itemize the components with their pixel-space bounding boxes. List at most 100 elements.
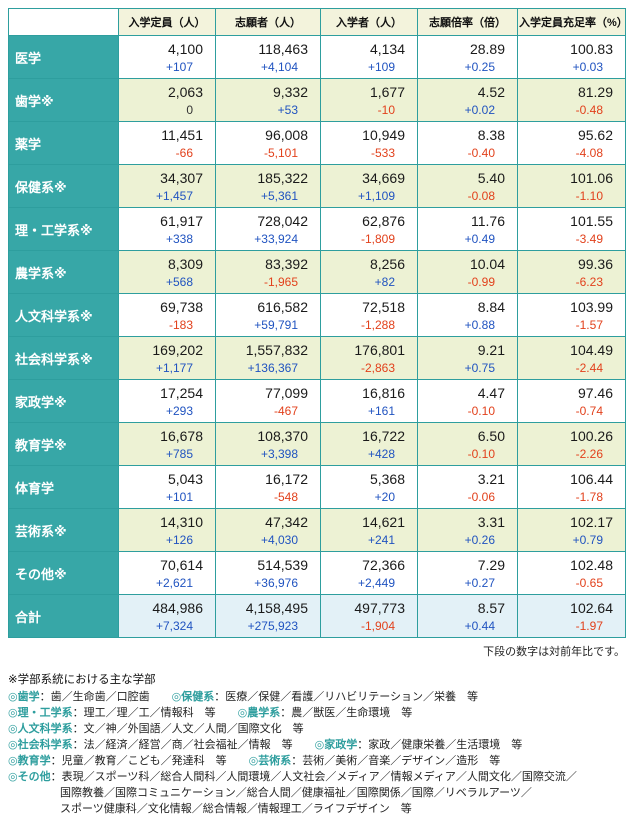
value-main: 14,310 <box>160 514 203 530</box>
footnote-category: ◎保健系 <box>171 691 215 703</box>
value-main: 96,008 <box>265 127 308 143</box>
value-main: 72,366 <box>362 557 405 573</box>
table-row: 人文科学系※ 69,738 -183 616,582 +59,791 72,518 -1,2… <box>8 293 626 337</box>
value-cell: 102.48 -0.65 <box>517 551 626 595</box>
change-value: -0.08 <box>467 189 495 203</box>
value-cell: 4,158,495 +275,923 <box>215 594 321 638</box>
value-main: 5.40 <box>477 170 505 186</box>
value-main: 17,254 <box>160 385 203 401</box>
value-main: 8,256 <box>369 256 405 272</box>
row-label: 理・工学系※ <box>8 207 119 251</box>
value-main: 4.52 <box>477 84 505 100</box>
value-cell: 1,677 -10 <box>320 78 418 122</box>
footnote-category: ◎教育学 <box>8 755 51 767</box>
table-row: 教育学※ 16,678 +785 108,370 +3,398 16,722 +428 6.5… <box>8 422 626 466</box>
footnote-category: ◎社会科学系 <box>8 739 73 751</box>
change-value: -10 <box>377 103 395 117</box>
table-row: 合計 484,986 +7,324 4,158,495 +275,923 497,773 -… <box>8 594 626 638</box>
value-cell: 5,368 +20 <box>320 465 418 509</box>
change-value: +59,791 <box>254 318 298 332</box>
value-cell: 34,307 +1,457 <box>118 164 216 208</box>
footnote-category: ◎芸術系 <box>248 755 292 767</box>
value-cell: 62,876 -1,809 <box>320 207 418 251</box>
value-cell: 99.36 -6.23 <box>517 250 626 294</box>
change-value: -6.23 <box>575 275 603 289</box>
value-cell: 3.31 +0.26 <box>417 508 518 552</box>
value-cell: 4,100 +107 <box>118 35 216 79</box>
change-value: +0.79 <box>572 533 603 547</box>
value-cell: 106.44 -1.78 <box>517 465 626 509</box>
value-cell: 11,451 -66 <box>118 121 216 165</box>
change-value: +126 <box>165 533 193 547</box>
value-cell: 5,043 +101 <box>118 465 216 509</box>
table-row: 薬学 11,451 -66 96,008 -5,101 10,949 -533 8.38 -0.… <box>8 121 626 165</box>
change-value: +82 <box>374 275 395 289</box>
value-cell: 8.57 +0.44 <box>417 594 518 638</box>
change-value: -1,904 <box>360 619 395 633</box>
value-cell: 118,463 +4,104 <box>215 35 321 79</box>
footnote-category: ◎その他 <box>8 771 51 783</box>
row-label: 歯学※ <box>8 78 119 122</box>
change-value: +5,361 <box>260 189 298 203</box>
table-header: 入学定員（人） 志願者（人） 入学者（人） 志願倍率（倍） 入学定員充足率（%） <box>8 8 628 36</box>
value-cell: 103.99 -1.57 <box>517 293 626 337</box>
value-cell: 6.50 -0.10 <box>417 422 518 466</box>
row-label: その他※ <box>8 551 119 595</box>
footnote-line: ◎理・工学系：理工／理／工／情報科 等 ◎農学系：農／獣医／生命環境 等 <box>8 705 625 721</box>
value-main: 2,063 <box>167 84 203 100</box>
value-main: 102.48 <box>570 557 613 573</box>
row-label: 人文科学系※ <box>8 293 119 337</box>
value-cell: 96,008 -5,101 <box>215 121 321 165</box>
value-main: 3.21 <box>477 471 505 487</box>
footnote-line: ◎歯学：歯／生命歯／口腔歯 ◎保健系：医療／保健／看護／リハビリテーション／栄養… <box>8 689 625 705</box>
change-value: -0.40 <box>467 146 495 160</box>
change-value: +136,367 <box>247 361 298 375</box>
change-value: -1.97 <box>575 619 603 633</box>
value-cell: 8.84 +0.88 <box>417 293 518 337</box>
change-value: +53 <box>277 103 298 117</box>
value-cell: 108,370 +3,398 <box>215 422 321 466</box>
row-label: 社会科学系※ <box>8 336 119 380</box>
note-below-table: 下段の数字は対前年比です。 <box>483 646 625 658</box>
change-value: +7,324 <box>155 619 193 633</box>
value-main: 5,043 <box>167 471 203 487</box>
row-label: 農学系※ <box>8 250 119 294</box>
change-value: -66 <box>175 146 193 160</box>
value-main: 185,322 <box>257 170 308 186</box>
value-main: 104.49 <box>570 342 613 358</box>
value-main: 4,158,495 <box>245 600 308 616</box>
value-cell: 100.26 -2.26 <box>517 422 626 466</box>
change-value: -2.26 <box>575 447 603 461</box>
value-main: 4.47 <box>477 385 505 401</box>
row-label: 教育学※ <box>8 422 119 466</box>
change-value: +36,976 <box>254 576 298 590</box>
value-cell: 14,621 +241 <box>320 508 418 552</box>
footnote-line: ◎人文科学系：文／神／外国語／人文／人間／国際文化 等 <box>8 721 625 737</box>
change-value: +0.75 <box>464 361 495 375</box>
value-main: 11,451 <box>161 127 203 143</box>
change-value: -1.78 <box>575 490 603 504</box>
footnote-text: ：家政／健康栄養／生活環境 等 <box>357 739 523 751</box>
footnotes-lines: ◎歯学：歯／生命歯／口腔歯 ◎保健系：医療／保健／看護／リハビリテーション／栄養… <box>8 689 625 817</box>
value-main: 8,309 <box>167 256 203 272</box>
value-cell: 16,816 +161 <box>320 379 418 423</box>
value-main: 1,557,832 <box>245 342 308 358</box>
footnote-line: ◎教育学：児童／教育／こども／発達科 等 ◎芸術系：芸術／美術／音楽／デザイン／… <box>8 753 625 769</box>
change-value: -533 <box>370 146 395 160</box>
value-main: 8.84 <box>477 299 505 315</box>
footnote-text: 国際教養／国際コミュニケーション／総合人間／健康福祉／国際関係／国際／リベラルア… <box>60 787 532 799</box>
footnote-text: スポーツ健康科／文化情報／総合情報／情報理工／ライフデザイン 等 <box>60 803 412 815</box>
value-main: 47,342 <box>265 514 308 530</box>
value-cell: 72,518 -1,288 <box>320 293 418 337</box>
value-cell: 17,254 +293 <box>118 379 216 423</box>
value-main: 5,368 <box>369 471 405 487</box>
change-value: +4,030 <box>260 533 298 547</box>
change-value: +275,923 <box>247 619 298 633</box>
value-cell: 9.21 +0.75 <box>417 336 518 380</box>
value-cell: 616,582 +59,791 <box>215 293 321 337</box>
table-row: 芸術系※ 14,310 +126 47,342 +4,030 14,621 +241 3.31… <box>8 508 626 552</box>
value-main: 16,678 <box>160 428 203 444</box>
footnote-category: ◎家政学 <box>314 739 358 751</box>
row-label: 保健系※ <box>8 164 119 208</box>
table-row: 農学系※ 8,309 +568 83,392 -1,965 8,256 +82 10.04 -0… <box>8 250 626 294</box>
